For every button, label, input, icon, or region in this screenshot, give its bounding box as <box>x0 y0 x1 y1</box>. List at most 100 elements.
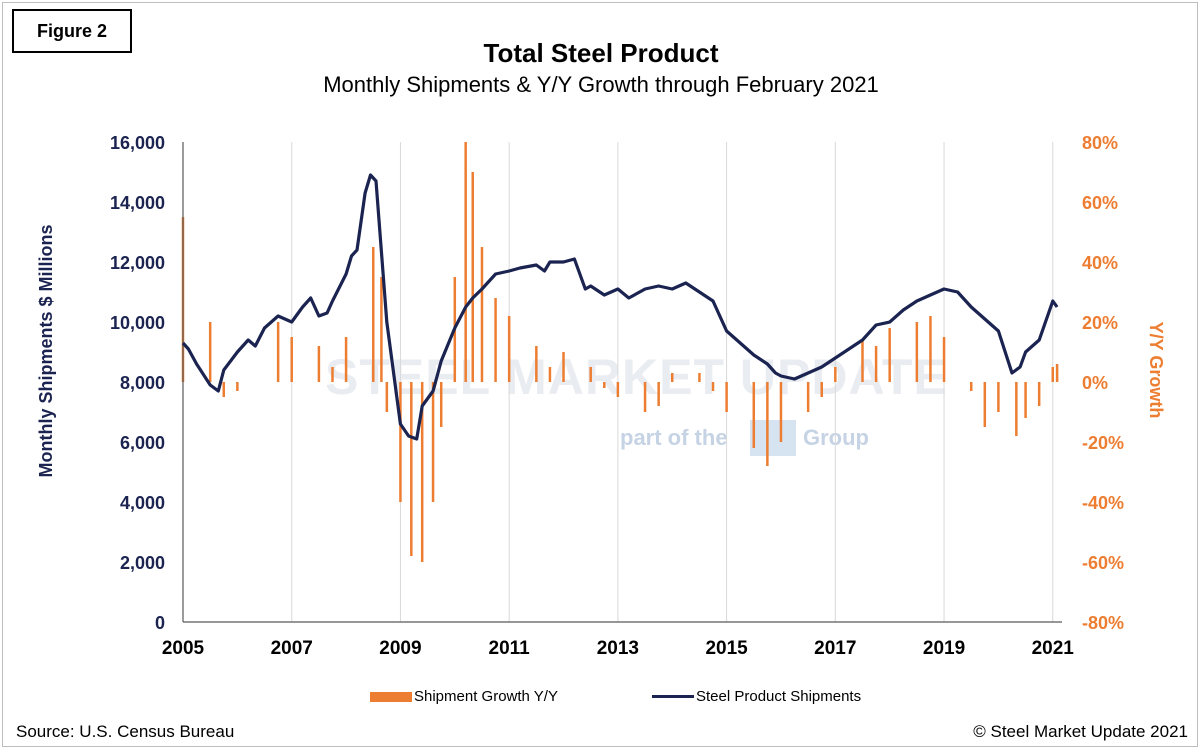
chart-subtitle: Monthly Shipments & Y/Y Growth through F… <box>323 72 879 97</box>
x-tick-label: 2013 <box>597 638 639 659</box>
growth-bar <box>915 322 919 382</box>
growth-bar <box>290 337 293 382</box>
growth-bar <box>439 382 443 427</box>
right-tick-label: -20% <box>1082 433 1124 453</box>
growth-bar <box>643 382 647 412</box>
growth-bar <box>480 247 484 382</box>
watermark-logo-icon <box>750 420 796 456</box>
right-axis-label: Y/Y Growth <box>1146 322 1166 419</box>
copyright-note: © Steel Market Update 2021 <box>973 722 1188 741</box>
left-tick-label: 6,000 <box>120 433 165 453</box>
right-tick-label: -80% <box>1082 613 1124 633</box>
growth-bar <box>344 337 348 382</box>
growth-bar <box>535 346 538 382</box>
growth-bar <box>420 382 424 562</box>
growth-bar <box>888 328 891 382</box>
growth-bar <box>698 373 701 382</box>
x-axis-ticks: 2005 2007 2009 2011 2013 2015 2017 2019 2021 <box>162 638 1074 659</box>
growth-bar <box>1055 364 1059 382</box>
growth-bar <box>471 172 474 382</box>
growth-bar <box>1024 382 1027 418</box>
growth-bar <box>548 367 552 382</box>
growth-bar <box>385 382 389 412</box>
growth-bar <box>410 382 413 556</box>
left-tick-label: 16,000 <box>110 133 165 153</box>
right-tick-label: 0% <box>1082 373 1108 393</box>
growth-bar <box>711 382 715 391</box>
left-axis-label: Monthly Shipments $ Millions <box>36 224 56 477</box>
left-tick-label: 8,000 <box>120 373 165 393</box>
growth-bar <box>657 382 660 406</box>
growth-bar <box>779 382 783 442</box>
growth-bar <box>942 337 946 382</box>
growth-bar <box>399 382 402 502</box>
growth-bar <box>276 322 280 382</box>
right-tick-label: 60% <box>1082 193 1118 213</box>
growth-bar <box>507 316 511 382</box>
growth-bar <box>929 316 932 382</box>
growth-bar <box>1015 382 1018 436</box>
left-tick-label: 12,000 <box>110 253 165 273</box>
growth-bar <box>861 340 864 382</box>
watermark-group: Group <box>803 425 869 450</box>
growth-bar <box>208 322 212 382</box>
growth-bar <box>969 382 973 391</box>
watermark-sub: part of the <box>620 425 728 450</box>
legend-growth-label: Shipment Growth Y/Y <box>414 688 558 705</box>
right-tick-label: -60% <box>1082 553 1124 573</box>
left-tick-label: 10,000 <box>110 313 165 333</box>
growth-bar <box>670 373 674 382</box>
growth-bar <box>589 367 592 382</box>
right-tick-label: 80% <box>1082 133 1118 153</box>
growth-bar <box>317 346 321 382</box>
x-tick-label: 2019 <box>923 638 965 659</box>
growth-bar <box>874 346 878 382</box>
growth-bar <box>380 277 383 382</box>
growth-bar <box>562 352 565 382</box>
legend-item-shipments: Steel Product Shipments <box>652 688 861 705</box>
right-tick-label: 40% <box>1082 253 1118 273</box>
left-tick-label: 0 <box>155 613 165 633</box>
right-axis-ticks: -80% -60% -40% -20% 0% 20% 40% 60% 80% <box>1082 133 1124 633</box>
left-tick-label: 14,000 <box>110 193 165 213</box>
x-tick-label: 2011 <box>489 638 531 659</box>
growth-bar <box>1051 367 1055 382</box>
growth-bar <box>431 382 435 502</box>
growth-bar <box>766 382 769 466</box>
axis-lines <box>182 142 1062 623</box>
growth-bar <box>806 382 810 412</box>
growth-bar <box>236 382 239 391</box>
legend-line-swatch <box>652 695 694 698</box>
growth-bar <box>603 382 606 388</box>
shipments-line <box>181 173 1059 441</box>
x-tick-label: 2009 <box>379 638 421 659</box>
left-tick-label: 4,000 <box>120 493 165 513</box>
legend-item-growth: Shipment Growth Y/Y <box>370 688 558 705</box>
growth-bar <box>834 367 837 382</box>
growth-bar <box>997 382 1000 412</box>
x-tick-label: 2021 <box>1032 638 1075 659</box>
x-tick-label: 2017 <box>814 638 856 659</box>
left-axis-ticks: 0 2,000 4,000 6,000 8,000 10,000 12,000 14,000 1… <box>110 133 165 633</box>
growth-bars <box>181 142 1059 562</box>
growth-bar <box>1037 382 1041 406</box>
growth-bar <box>820 382 823 397</box>
right-tick-label: 20% <box>1082 313 1118 333</box>
growth-bar <box>616 382 620 397</box>
x-tick-label: 2015 <box>705 638 748 659</box>
chart-title: Total Steel Product <box>483 38 719 68</box>
right-tick-label: -40% <box>1082 493 1124 513</box>
growth-bar <box>983 382 987 427</box>
legend-shipments-label: Steel Product Shipments <box>696 688 862 705</box>
growth-bar <box>725 382 728 412</box>
source-note: Source: U.S. Census Bureau <box>16 722 235 741</box>
x-tick-label: 2007 <box>271 638 313 659</box>
figure-label: Figure 2 <box>12 9 132 53</box>
growth-bar <box>464 142 467 382</box>
growth-bar <box>752 382 756 448</box>
x-tick-label: 2005 <box>162 638 205 659</box>
growth-bar <box>494 298 497 382</box>
legend-bar-swatch <box>370 691 412 702</box>
